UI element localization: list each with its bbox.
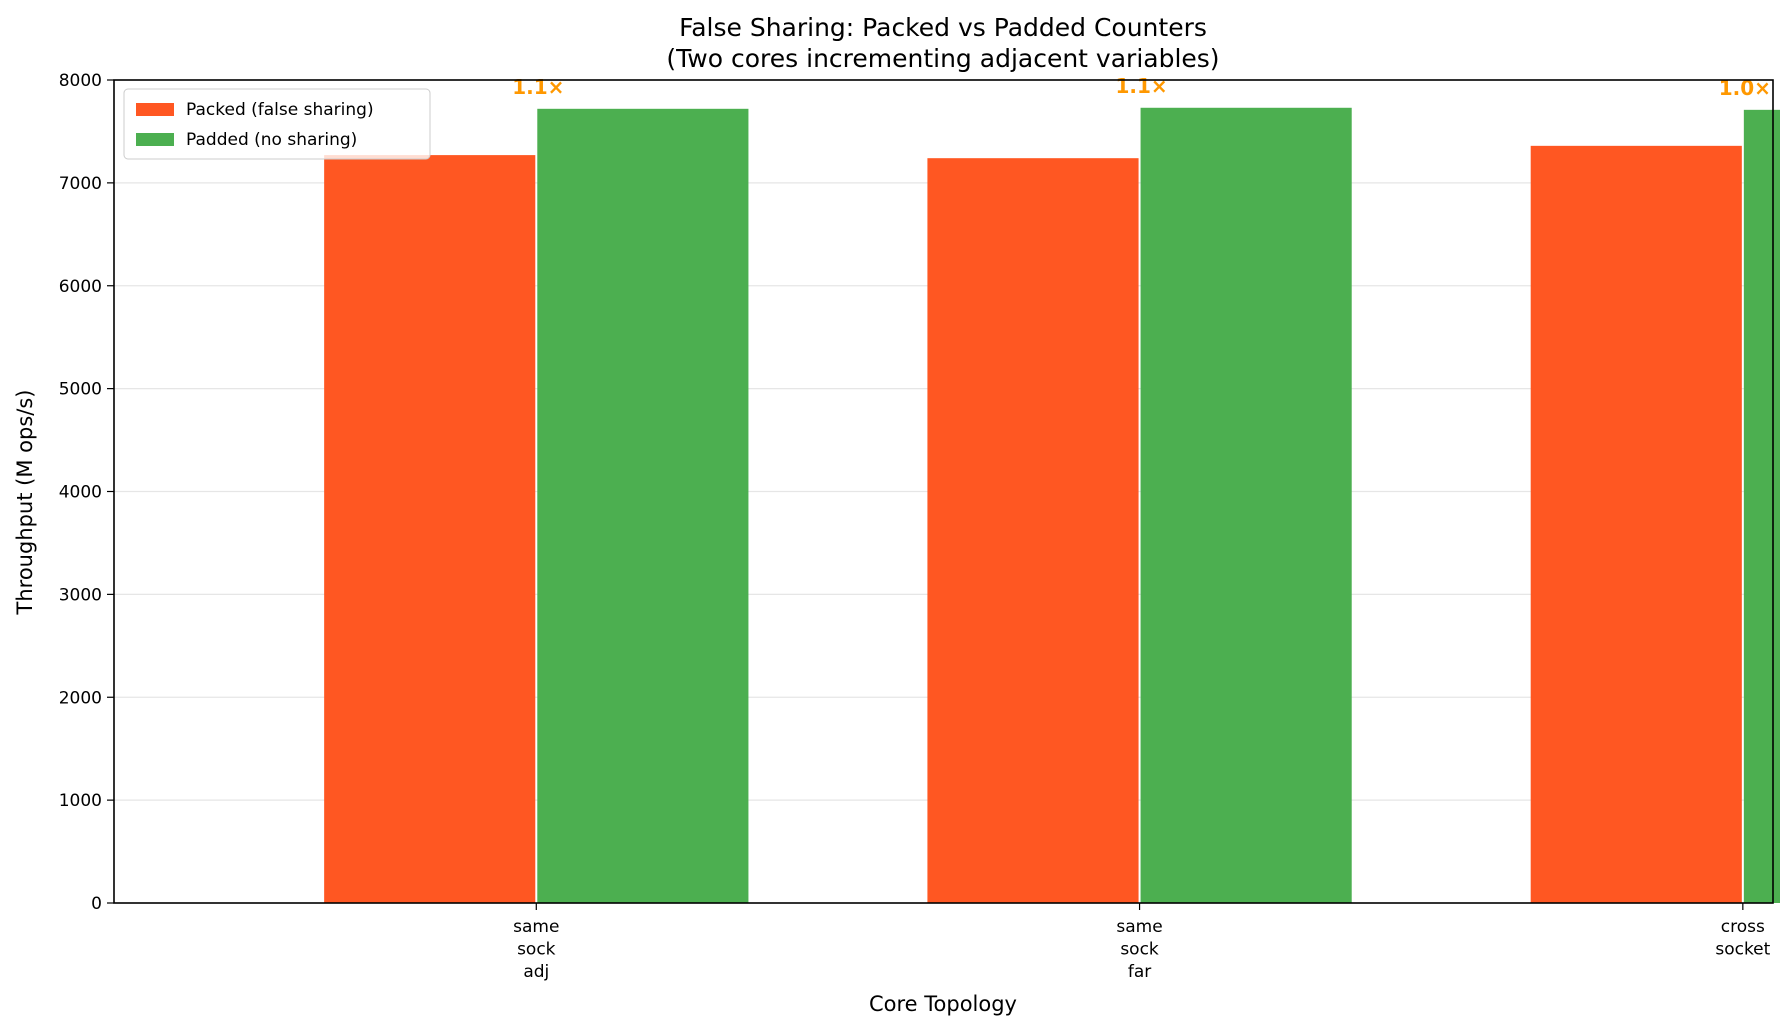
- legend-box: [123, 88, 431, 160]
- y-tick-label: 1000: [59, 791, 102, 811]
- x-tick-label: cross: [1721, 917, 1765, 937]
- bar-padded: [537, 108, 749, 904]
- bar-padded: [1140, 107, 1352, 904]
- legend-swatch-padded: [136, 133, 174, 146]
- ratio-label: 1.1×: [1115, 74, 1167, 98]
- legend-label-packed: Packed (false sharing): [186, 100, 374, 120]
- ratio-label: 1.1×: [512, 75, 564, 99]
- y-tick-label: 4000: [59, 483, 102, 503]
- bar-packed: [927, 158, 1139, 903]
- x-tick-label: same: [1116, 917, 1162, 937]
- y-axis-label: Throughput (M ops/s): [13, 390, 37, 616]
- x-tick-label: far: [1128, 962, 1151, 982]
- y-tick-label: 0: [91, 894, 102, 914]
- x-tick-label: same: [513, 917, 559, 937]
- legend-label-padded: Padded (no sharing): [186, 130, 357, 150]
- bar-packed: [1530, 145, 1742, 904]
- y-tick-label: 3000: [59, 585, 102, 605]
- legend-swatch-packed: [136, 103, 174, 116]
- chart-title-line1: False Sharing: Packed vs Padded Counters: [679, 13, 1207, 42]
- chart-title-line2: (Two cores incrementing adjacent variabl…: [666, 44, 1219, 73]
- ratio-labels: 1.1× 1.1× 1.0×: [512, 74, 1771, 100]
- x-tick-label: sock: [517, 940, 556, 960]
- bar-packed: [324, 155, 536, 903]
- y-axis-ticks: 0 1000 2000 3000 4000 5000 6000 7000 8000: [59, 71, 114, 914]
- bar-padded: [1743, 109, 1780, 904]
- bars: [324, 107, 1780, 904]
- y-tick-label: 6000: [59, 277, 102, 297]
- x-tick-label: sock: [1120, 940, 1159, 960]
- x-axis-label: Core Topology: [869, 992, 1017, 1016]
- y-tick-label: 2000: [59, 688, 102, 708]
- x-tick-label: adj: [523, 962, 549, 982]
- y-tick-label: 7000: [59, 174, 102, 194]
- y-tick-label: 8000: [59, 71, 102, 91]
- legend: Packed (false sharing) Padded (no sharin…: [123, 88, 431, 160]
- y-tick-label: 5000: [59, 380, 102, 400]
- x-tick-label: socket: [1715, 940, 1770, 960]
